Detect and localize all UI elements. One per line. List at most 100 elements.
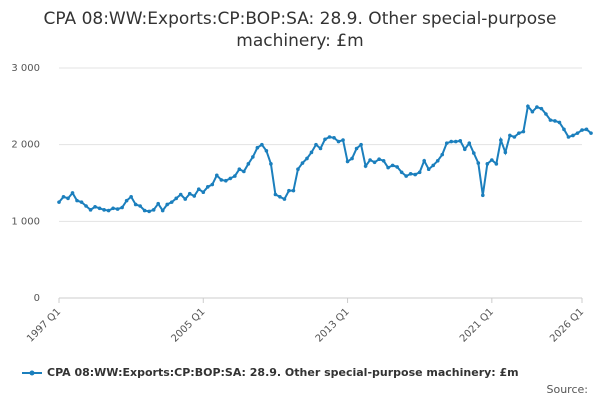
data-point bbox=[251, 155, 255, 159]
data-point bbox=[61, 195, 66, 199]
data-point bbox=[151, 208, 156, 212]
data-point bbox=[291, 188, 296, 193]
data-point bbox=[296, 167, 300, 171]
data-point bbox=[147, 209, 151, 214]
data-point bbox=[575, 131, 580, 135]
data-point bbox=[237, 167, 242, 171]
data-point bbox=[399, 170, 404, 175]
data-point bbox=[196, 187, 201, 191]
data-point bbox=[282, 197, 287, 201]
data-point bbox=[183, 197, 188, 201]
data-point bbox=[79, 200, 84, 204]
data-point bbox=[444, 141, 449, 145]
data-point bbox=[273, 192, 278, 197]
data-point bbox=[467, 141, 472, 145]
data-point bbox=[300, 161, 305, 165]
data-point bbox=[165, 202, 170, 207]
data-point bbox=[458, 139, 463, 143]
data-point bbox=[440, 152, 445, 157]
source: Source: bbox=[547, 383, 589, 396]
data-point bbox=[287, 188, 291, 193]
data-point bbox=[494, 162, 499, 166]
data-point bbox=[521, 129, 526, 134]
data-point bbox=[332, 135, 336, 140]
data-point bbox=[255, 145, 260, 150]
y-tick-label: 3 000 bbox=[11, 63, 40, 74]
data-point bbox=[571, 133, 575, 138]
data-point bbox=[314, 142, 318, 147]
data-point bbox=[462, 147, 467, 152]
data-point bbox=[57, 200, 61, 204]
data-point bbox=[381, 158, 386, 163]
data-point bbox=[503, 150, 508, 155]
data-point bbox=[224, 178, 228, 183]
data-point bbox=[539, 106, 544, 111]
data-point bbox=[408, 172, 413, 176]
data-point bbox=[174, 196, 179, 201]
data-point bbox=[566, 135, 571, 139]
data-point bbox=[129, 195, 133, 199]
data-point bbox=[580, 128, 584, 132]
data-point bbox=[97, 206, 102, 211]
data-point bbox=[485, 162, 490, 166]
y-tick-label: 0 bbox=[34, 293, 40, 304]
chart-title: CPA 08:WW:Exports:CP:BOP:SA: 28.9. Other… bbox=[43, 9, 557, 51]
data-point bbox=[377, 157, 381, 162]
y-tick-label: 2 000 bbox=[11, 140, 40, 151]
x-tick-label: 2021 Q1 bbox=[458, 306, 496, 344]
data-point bbox=[426, 167, 431, 171]
data-point bbox=[66, 196, 70, 201]
data-point bbox=[111, 206, 115, 211]
data-point bbox=[354, 146, 359, 151]
y-tick-label: 1 000 bbox=[11, 216, 40, 227]
data-point bbox=[526, 104, 530, 109]
data-point bbox=[395, 165, 399, 169]
data-point bbox=[242, 169, 246, 174]
x-tick-label: 2026 Q1 bbox=[548, 306, 586, 344]
data-point bbox=[390, 163, 395, 168]
data-point bbox=[449, 139, 454, 144]
data-point bbox=[336, 139, 341, 144]
data-point bbox=[553, 119, 557, 123]
data-point bbox=[476, 161, 481, 165]
x-tick-label: 2013 Q1 bbox=[314, 306, 352, 344]
data-point bbox=[345, 159, 350, 164]
data-point bbox=[584, 127, 589, 132]
data-point bbox=[422, 158, 426, 163]
data-point bbox=[70, 191, 75, 195]
data-point bbox=[75, 198, 79, 203]
data-point bbox=[490, 158, 494, 162]
data-point bbox=[363, 164, 368, 168]
data-point bbox=[205, 185, 210, 189]
data-point bbox=[323, 137, 327, 142]
data-point bbox=[219, 178, 224, 182]
data-point bbox=[264, 149, 269, 153]
data-point bbox=[481, 193, 485, 198]
data-point bbox=[544, 112, 548, 116]
data-point bbox=[120, 205, 124, 210]
data-point bbox=[350, 156, 354, 161]
data-point bbox=[548, 118, 553, 122]
data-point bbox=[453, 139, 458, 144]
data-point bbox=[359, 142, 363, 147]
data-point bbox=[512, 135, 517, 139]
data-point bbox=[115, 207, 120, 211]
x-tick-label: 2005 Q1 bbox=[169, 306, 207, 344]
data-line bbox=[58, 104, 592, 213]
data-point bbox=[278, 195, 282, 199]
data-point bbox=[260, 142, 264, 147]
data-point bbox=[318, 146, 323, 151]
data-point bbox=[187, 191, 192, 196]
data-point bbox=[535, 105, 539, 109]
data-point bbox=[169, 200, 174, 204]
data-point bbox=[404, 174, 408, 178]
data-point bbox=[88, 208, 93, 212]
data-point bbox=[517, 131, 521, 135]
data-point bbox=[327, 135, 332, 139]
data-point bbox=[124, 198, 129, 203]
data-point bbox=[499, 138, 503, 142]
legend-label: CPA 08:WW:Exports:CP:BOP:SA: 28.9. Other… bbox=[47, 366, 519, 379]
data-point bbox=[471, 151, 476, 155]
data-point bbox=[142, 208, 147, 213]
